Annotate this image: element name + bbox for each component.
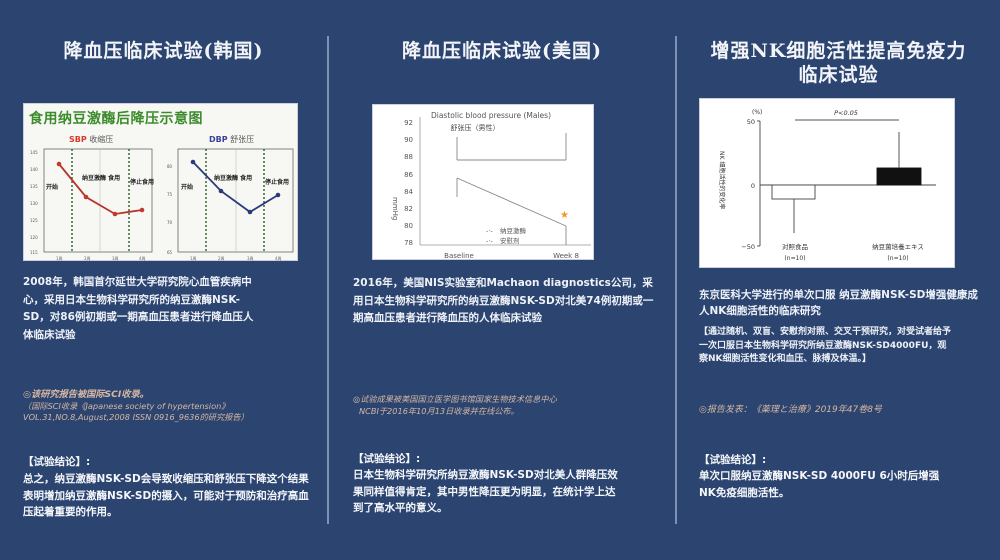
- svg-text:65: 65: [167, 250, 173, 255]
- significance-label: P<0.05: [834, 109, 858, 117]
- trial-description: 2016年，美国NIS实验室和Machaon diagnostics公司，采用日…: [353, 277, 654, 324]
- svg-text:2周: 2周: [84, 255, 91, 261]
- svg-text:84: 84: [404, 188, 413, 196]
- svg-text:92: 92: [404, 119, 413, 127]
- y-axis-label: mmHg: [391, 197, 399, 220]
- category-natto-n: (n=10): [887, 255, 908, 262]
- x-tick-baseline: Baseline: [444, 252, 474, 260]
- svg-text:−50: −50: [741, 243, 755, 251]
- reference-note: ◎试验成果被美国国立医学图书馆国家生物技术信息中心 NCBI于2016年10月1…: [353, 394, 653, 417]
- svg-text:4周: 4周: [139, 255, 146, 261]
- svg-text:-·-: -·-: [486, 227, 493, 235]
- svg-text:-·-: -·-: [486, 237, 493, 245]
- svg-text:115: 115: [30, 250, 38, 255]
- svg-text:停止食用: 停止食用: [130, 178, 154, 186]
- svg-text:82: 82: [404, 205, 413, 213]
- figure-heading: 食用纳豆激酶后降压示意图: [29, 111, 203, 127]
- column-title-line-1: 增强NK细胞活性提高免疫力: [710, 40, 967, 62]
- svg-text:80: 80: [167, 164, 173, 169]
- nk-activity-bar-chart: (%) NK 细胞活性的变化率 50 0 −50 P<0.05 对照食品 (n=10…: [718, 109, 936, 262]
- reference-line-1: ◎试验成果被美国国立医学图书馆国家生物技术信息中心: [353, 394, 557, 404]
- svg-text:90: 90: [404, 136, 413, 144]
- reference-line-2: NCBI于2016年10月13日收录并在线公布。: [359, 405, 519, 416]
- column-korea-trial: 降血压临床试验(韩国) 食用纳豆激酶后降压示意图 SBP 收缩压 DBP 舒张压…: [0, 0, 327, 560]
- svg-text:88: 88: [404, 153, 413, 161]
- sbp-line-chart: 145 140 135 130 125 120 115 开始 纳豆激酶 食用 停止食用 1…: [30, 148, 154, 261]
- korea-bp-figure: 食用纳豆激酶后降压示意图 SBP 收缩压 DBP 舒张压 145 140 135 1…: [23, 103, 298, 261]
- significance-star-icon: ★: [560, 210, 569, 221]
- category-control-label: 对照食品: [782, 242, 808, 251]
- reference-note: ◎报告发表：《薬理と治療》2019年47卷8号: [699, 405, 989, 417]
- usa-dbp-figure: Diastolic blood pressure (Males) 舒张压（男性）…: [372, 104, 594, 260]
- svg-text:78: 78: [404, 239, 413, 247]
- dbp-line-chart: 80 75 70 65 开始 纳豆激酶 食用 停止食用 1周 2周 3周 4周: [167, 148, 294, 261]
- svg-text:120: 120: [30, 235, 38, 240]
- svg-text:125: 125: [30, 218, 38, 223]
- svg-text:145: 145: [30, 150, 38, 155]
- sbp-legend-abbr: SBP: [69, 135, 87, 144]
- conclusion-label: 【试验结论】:: [353, 453, 421, 465]
- conclusion-label: 【试验结论】:: [699, 454, 767, 466]
- y-axis-label: NK 细胞活性的变化率: [718, 151, 726, 209]
- svg-text:开始: 开始: [181, 183, 193, 191]
- svg-text:135: 135: [30, 184, 38, 189]
- svg-text:70: 70: [167, 220, 173, 225]
- column-title: 降血压临床试验(美国): [402, 40, 602, 62]
- svg-text:1周: 1周: [56, 255, 63, 261]
- sbp-legend: SBP 收缩压: [69, 134, 113, 145]
- y-unit: (%): [752, 109, 762, 116]
- svg-text:停止食用: 停止食用: [265, 178, 289, 186]
- legend-nattokinase: 纳豆激酶: [500, 226, 527, 235]
- svg-text:3周: 3周: [112, 255, 119, 261]
- svg-text:140: 140: [30, 167, 38, 172]
- dbp-legend-label: 舒张压: [230, 135, 255, 144]
- dbp-legend: DBP 舒张压: [209, 134, 254, 145]
- trial-description: 2008年，韩国首尔延世大学研究院心血管疾病中心，采用日本生物科学研究所的纳豆激…: [23, 276, 254, 341]
- category-control-n: (n=10): [784, 255, 805, 262]
- svg-text:开始: 开始: [46, 183, 58, 191]
- reference-note: ◎该研究报告被国际SCI收录。 （国际SCI收录《Japanese societ…: [23, 389, 313, 424]
- dbp-legend-abbr: DBP: [209, 135, 228, 144]
- svg-text:纳豆激酶 食用: 纳豆激酶 食用: [82, 174, 120, 182]
- column-divider-2: [675, 36, 677, 524]
- legend-placebo: 安慰剂: [500, 236, 520, 245]
- svg-text:4周: 4周: [275, 255, 282, 261]
- conclusion-text: 日本生物科学研究所纳豆激酶NSK-SD对北美人群降压效果同样值得肯定，其中男性降…: [353, 469, 618, 514]
- dbp-males-line-chart: Diastolic blood pressure (Males) 舒张压（男性）…: [391, 111, 591, 260]
- column-nk-cell-trial: 增强NK细胞活性提高免疫力 临床试验 (%) NK 细胞活性的变化率 50 0 −5…: [677, 0, 1000, 560]
- reference-line-1: ◎报告发表：《薬理と治療》2019年47卷8号: [699, 405, 882, 415]
- study-method: 【通过随机、双盲、安慰剂对照、交叉干预研究，对受试者给予一次口服日本生物科学研究…: [699, 327, 952, 364]
- conclusion-text: 单次口服纳豆激酶NSK-SD 4000FU 6小时后增强NK免疫细胞活性。: [699, 470, 940, 499]
- reference-line-2: （国际SCI收录《Japanese society of hypertensio…: [23, 400, 230, 411]
- svg-text:纳豆激酶 食用: 纳豆激酶 食用: [214, 174, 252, 182]
- svg-text:75: 75: [167, 192, 173, 197]
- chart-title-en: Diastolic blood pressure (Males): [431, 111, 551, 120]
- column-title-line-2: 临床试验: [798, 64, 879, 86]
- svg-text:86: 86: [404, 171, 413, 179]
- conclusion-text: 总之，纳豆激酶NSK-SD会导致收缩压和舒张压下降这个结果表明增加纳豆激酶NSK…: [23, 473, 309, 518]
- reference-line-3: VOL.31,NO.8,August,2008 ISSN 0916_9636的研…: [23, 412, 249, 422]
- column-divider-1: [327, 36, 329, 524]
- svg-text:130: 130: [30, 201, 38, 206]
- svg-text:1周: 1周: [190, 255, 197, 261]
- conclusion-label: 【试验结论】:: [23, 456, 91, 468]
- reference-line-1: ◎该研究报告被国际SCI收录。: [23, 389, 149, 400]
- category-natto-label: 纳豆菌培養エキス: [872, 242, 924, 251]
- column-usa-trial: 降血压临床试验(美国) Diastolic blood pressure (Ma…: [329, 0, 675, 560]
- svg-text:50: 50: [747, 118, 755, 126]
- column-title: 降血压临床试验(韩国): [63, 40, 264, 62]
- svg-text:0: 0: [751, 182, 755, 190]
- svg-text:80: 80: [404, 222, 413, 230]
- svg-text:2周: 2周: [218, 255, 225, 261]
- study-title: 东京医科大学进行的单次口服 纳豆激酶NSK-SD增强健康成人NK细胞活性的临床研…: [699, 289, 978, 317]
- x-tick-week8: Week 8: [553, 252, 579, 260]
- svg-text:3周: 3周: [247, 255, 254, 261]
- sbp-legend-label: 收缩压: [89, 135, 114, 144]
- chart-title-cn: 舒张压（男性）: [451, 123, 500, 132]
- nk-activity-figure: (%) NK 细胞活性的变化率 50 0 −50 P<0.05 对照食品 (n=10…: [699, 98, 955, 268]
